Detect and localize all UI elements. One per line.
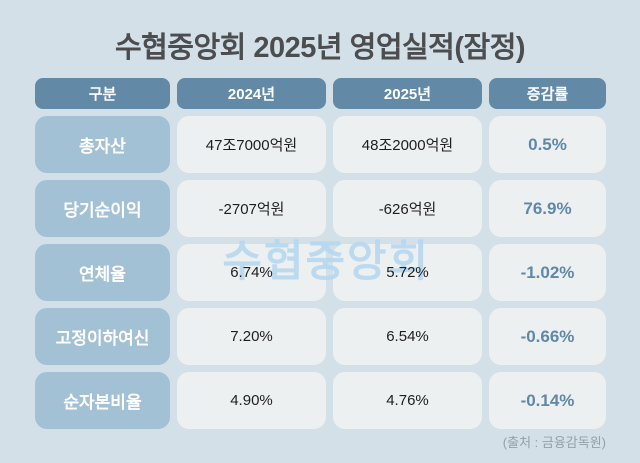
row-label-substandard-loans: 고정이하여신	[35, 308, 170, 365]
cell-total-assets-2024: 47조7000억원	[177, 116, 326, 173]
page-title: 수협중앙회 2025년 영업실적(잠정)	[114, 32, 526, 64]
row-label-delinquency-rate: 연체율	[35, 244, 170, 301]
cell-net-income-change: 76.9%	[489, 180, 606, 237]
cell-total-assets-change: 0.5%	[489, 116, 606, 173]
cell-net-capital-ratio-2024: 4.90%	[177, 372, 326, 429]
cell-delinquency-rate-2024: 6.74%	[177, 244, 326, 301]
cell-delinquency-rate-2025: 5.72%	[333, 244, 482, 301]
source-note: (출처 : 금융감독원)	[502, 435, 606, 450]
cell-net-income-2024: -2707억원	[177, 180, 326, 237]
column-header-category: 구분	[35, 78, 170, 109]
column-header-2024: 2024년	[177, 78, 326, 109]
cell-net-income-2025: -626억원	[333, 180, 482, 237]
cell-delinquency-rate-change: -1.02%	[489, 244, 606, 301]
cell-total-assets-2025: 48조2000억원	[333, 116, 482, 173]
cell-substandard-loans-change: -0.66%	[489, 308, 606, 365]
results-table: 구분 2024년 2025년 증감률 총자산 47조7000억원 48조2000…	[35, 78, 606, 429]
column-header-2025: 2025년	[333, 78, 482, 109]
row-label-net-capital-ratio: 순자본비율	[35, 372, 170, 429]
cell-net-capital-ratio-2025: 4.76%	[333, 372, 482, 429]
column-header-change: 증감률	[489, 78, 606, 109]
cell-substandard-loans-2025: 6.54%	[333, 308, 482, 365]
cell-net-capital-ratio-change: -0.14%	[489, 372, 606, 429]
row-label-net-income: 당기순이익	[35, 180, 170, 237]
row-label-total-assets: 총자산	[35, 116, 170, 173]
cell-substandard-loans-2024: 7.20%	[177, 308, 326, 365]
